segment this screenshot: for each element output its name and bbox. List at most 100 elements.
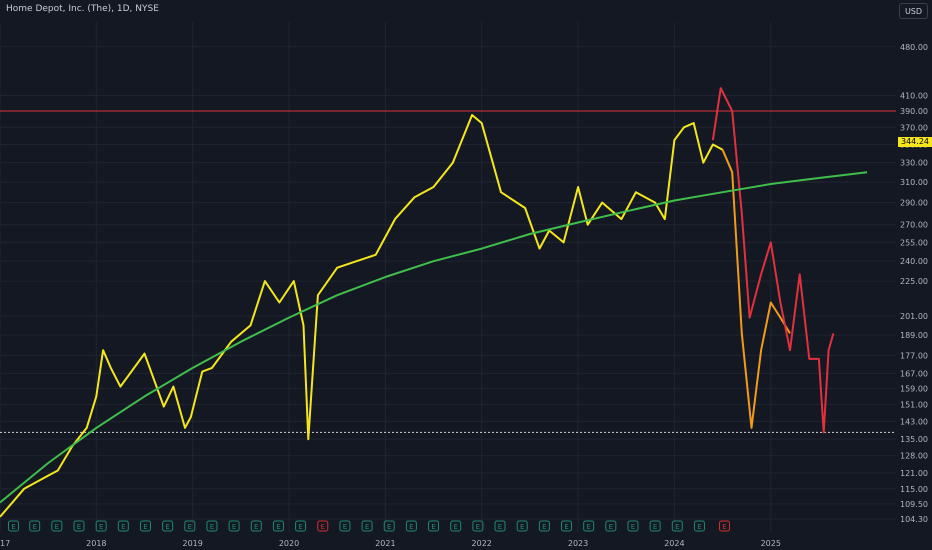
earnings-marker[interactable]: E (383, 520, 395, 532)
earnings-marker[interactable]: E (29, 520, 41, 532)
series-line-2 (711, 87, 835, 434)
price-tick-label: 177.00 (900, 351, 928, 360)
earnings-marker-box (295, 520, 307, 532)
earnings-marker[interactable]: E (73, 520, 85, 532)
earnings-marker-box (516, 520, 528, 532)
earnings-marker-box (73, 520, 85, 532)
time-tick-label: 2024 (664, 539, 684, 548)
earnings-marker[interactable]: E (95, 520, 107, 532)
earnings-marker-box (583, 520, 595, 532)
earnings-marker-label: E (210, 523, 214, 531)
earnings-marker-box (538, 520, 550, 532)
price-tick-label: 201.00 (900, 312, 928, 321)
price-tick-label: 151.00 (900, 401, 928, 410)
earnings-marker-box (405, 520, 417, 532)
earnings-marker-label: E (653, 523, 657, 531)
earnings-marker[interactable]: E (428, 520, 440, 532)
earnings-marker-box (51, 520, 63, 532)
earnings-marker-box (206, 520, 218, 532)
earnings-marker-label: E (609, 523, 613, 531)
earnings-marker[interactable]: E (117, 520, 129, 532)
price-tick-label: 159.00 (900, 385, 928, 394)
currency-button[interactable]: USD (899, 3, 928, 19)
earnings-marker[interactable]: E (162, 520, 174, 532)
earnings-marker[interactable]: E (561, 520, 573, 532)
time-tick-label: 2021 (375, 539, 395, 548)
earnings-marker[interactable]: E (450, 520, 462, 532)
price-tick-label: 128.00 (900, 452, 928, 461)
earnings-marker[interactable]: E (472, 520, 484, 532)
last-price-tag: 344.24 (898, 137, 932, 147)
earnings-marker-label: E (431, 523, 435, 531)
earnings-marker-label: E (276, 523, 280, 531)
earnings-marker[interactable]: E (719, 520, 731, 532)
earnings-marker-box (317, 520, 329, 532)
earnings-marker[interactable]: E (405, 520, 417, 532)
earnings-marker-label: E (343, 523, 347, 531)
earnings-marker[interactable]: E (649, 520, 661, 532)
price-tick-label: 167.00 (900, 369, 928, 378)
earnings-marker[interactable]: E (627, 520, 639, 532)
earnings-marker-box (561, 520, 573, 532)
earnings-marker[interactable]: E (516, 520, 528, 532)
earnings-marker-box (693, 520, 705, 532)
price-tick-label: 240.00 (900, 257, 928, 266)
price-tick-label: 135.00 (900, 435, 928, 444)
time-axis[interactable]: 2017 2018 2019 2020 2021 2022 2023 2024 2025 (0, 539, 781, 548)
earnings-marker[interactable]: E (494, 520, 506, 532)
earnings-marker-box (383, 520, 395, 532)
earnings-marker[interactable]: E (139, 520, 151, 532)
earnings-marker[interactable]: E (272, 520, 284, 532)
earnings-marker-label: E (121, 523, 125, 531)
earnings-marker-label: E (722, 523, 726, 531)
earnings-marker[interactable]: E (361, 520, 373, 532)
price-axis[interactable]: 480.00410.00390.00370.00350.00330.00310.… (900, 43, 928, 524)
earnings-marker[interactable]: E (605, 520, 617, 532)
earnings-marker-box (250, 520, 262, 532)
earnings-marker[interactable]: E (51, 520, 63, 532)
earnings-marker-label: E (564, 523, 568, 531)
earnings-marker[interactable]: E (206, 520, 218, 532)
earnings-marker[interactable]: E (671, 520, 683, 532)
earnings-marker[interactable]: E (339, 520, 351, 532)
earnings-marker[interactable]: E (228, 520, 240, 532)
earnings-marker-box (162, 520, 174, 532)
time-tick-label: 2023 (568, 539, 588, 548)
earnings-marker[interactable]: E (538, 520, 550, 532)
earnings-marker-box (29, 520, 41, 532)
earnings-marker[interactable]: E (250, 520, 262, 532)
earnings-marker-label: E (254, 523, 258, 531)
price-tick-label: 255.00 (900, 238, 928, 247)
earnings-marker-label: E (387, 523, 391, 531)
price-tick-label: 115.00 (900, 485, 928, 494)
earnings-marker[interactable]: E (317, 520, 329, 532)
earnings-marker-box (95, 520, 107, 532)
price-tick-label: 189.00 (900, 331, 928, 340)
time-tick-label: 2025 (761, 539, 781, 548)
earnings-marker[interactable]: E (7, 520, 19, 532)
earnings-marker-box (472, 520, 484, 532)
time-tick-label: 2020 (279, 539, 299, 548)
earnings-marker[interactable]: E (184, 520, 196, 532)
symbol-title: Home Depot, Inc. (The), 1D, NYSE (6, 4, 159, 14)
earnings-marker-label: E (321, 523, 325, 531)
earnings-marker-label: E (697, 523, 701, 531)
earnings-marker-box (139, 520, 151, 532)
earnings-marker[interactable]: E (295, 520, 307, 532)
price-tick-label: 270.00 (900, 221, 928, 230)
earnings-marker[interactable]: E (583, 520, 595, 532)
earnings-marker-box (184, 520, 196, 532)
earnings-marker[interactable]: E (693, 520, 705, 532)
earnings-marker-box (361, 520, 373, 532)
price-tick-label: 390.00 (900, 107, 928, 116)
price-tick-label: 104.30 (900, 515, 928, 524)
earnings-marker-label: E (498, 523, 502, 531)
time-tick-label: 2018 (86, 539, 106, 548)
earnings-marker-label: E (365, 523, 369, 531)
earnings-marker-box (719, 520, 731, 532)
earnings-marker-box (605, 520, 617, 532)
time-tick-label: 2017 (0, 539, 10, 548)
